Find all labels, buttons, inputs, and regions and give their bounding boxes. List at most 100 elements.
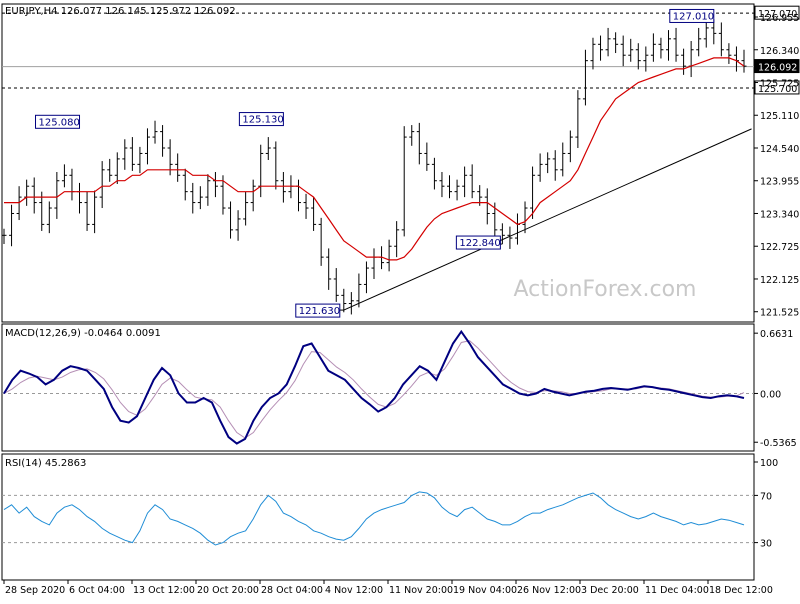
price-bar <box>582 49 588 106</box>
rsi-y-tick-label: 100 <box>760 458 778 469</box>
support-trendline <box>343 128 752 311</box>
price-bar <box>598 35 604 61</box>
price-bar <box>92 190 98 234</box>
price-bar <box>144 128 150 165</box>
x-tick-label: 3 Dec 20:00 <box>581 585 639 596</box>
price-bar <box>575 90 581 148</box>
price-bar <box>265 137 271 160</box>
macd-panel-frame <box>1 323 755 452</box>
price-bar <box>424 142 430 171</box>
price-bar <box>190 182 196 214</box>
rsi-panel-frame <box>1 453 755 581</box>
price-bar <box>447 175 453 199</box>
x-tick-label: 18 Dec 12:00 <box>709 585 773 596</box>
y-tick-label: 123.955 <box>760 177 799 188</box>
price-bar <box>235 210 241 241</box>
price-bar <box>205 174 211 206</box>
price-bar <box>394 221 400 258</box>
price-bar <box>386 239 392 272</box>
price-bar <box>530 166 536 219</box>
price-bar <box>499 223 505 245</box>
price-bar <box>280 172 286 203</box>
annotation-label: 121.630 <box>299 306 340 317</box>
price-bar <box>628 38 634 62</box>
level-label: 125.700 <box>758 84 797 95</box>
level-label: 127.070 <box>758 9 797 20</box>
moving-average-line <box>4 57 745 261</box>
price-bar <box>613 32 619 54</box>
price-annotations: 125.080 125.130 121.630 122.840 127.010 <box>35 8 715 318</box>
price-trendline <box>343 128 752 311</box>
price-bar <box>484 188 490 225</box>
annotation-label: 127.010 <box>673 11 714 22</box>
price-bar <box>84 191 90 231</box>
price-bar <box>341 288 347 313</box>
rsi-panel-title: RSI(14) 45.2863 <box>5 458 86 469</box>
price-bar <box>197 186 203 210</box>
price-bar <box>439 172 445 198</box>
price-bar <box>545 152 551 174</box>
price-bar <box>1 228 7 245</box>
price-bar <box>431 157 437 190</box>
price-bar <box>650 33 656 62</box>
price-bar <box>54 172 60 219</box>
x-tick-label: 20 Oct 20:00 <box>197 585 259 596</box>
y-tick-label: 124.540 <box>760 144 799 155</box>
price-bar <box>416 122 422 165</box>
price-bar <box>507 226 513 249</box>
annotation-label: 125.130 <box>242 115 283 126</box>
level-label-box <box>754 5 800 20</box>
price-bar <box>250 179 256 212</box>
price-bar <box>31 177 37 214</box>
level-label-box <box>754 80 800 95</box>
annotation-box <box>35 114 81 129</box>
annotation-box <box>455 235 501 250</box>
price-bar <box>665 30 671 61</box>
price-bar <box>409 125 415 146</box>
price-bar <box>522 201 528 234</box>
y-tick-label: 125.110 <box>760 111 799 122</box>
price-bar <box>635 43 641 70</box>
price-bar <box>114 152 120 185</box>
watermark: ActionForex.com <box>514 277 697 302</box>
price-bar <box>681 48 687 75</box>
x-tick-label: 4 Nov 12:00 <box>325 585 383 596</box>
price-bar <box>129 137 135 171</box>
price-bar <box>137 146 143 174</box>
price-bar <box>326 248 332 290</box>
price-bar <box>182 168 188 201</box>
price-bar <box>552 150 558 181</box>
price-bar <box>356 273 362 308</box>
price-bar <box>9 204 15 247</box>
y-tick-label: 121.525 <box>760 308 799 319</box>
price-panel-frame <box>1 3 755 323</box>
price-bar <box>228 201 234 239</box>
price-bar <box>469 164 475 199</box>
price-bar <box>363 261 369 294</box>
price-bar <box>175 153 181 182</box>
price-bar <box>333 268 339 302</box>
price-bar <box>560 142 566 177</box>
price-bar <box>99 161 105 209</box>
price-bar <box>61 164 67 188</box>
price-bar <box>401 126 407 237</box>
annotation-box <box>238 112 284 127</box>
x-tick-label: 11 Dec 04:00 <box>645 585 709 596</box>
x-tick-label: 19 Nov 04:00 <box>453 585 517 596</box>
y-tick-label: 126.955 <box>760 13 799 24</box>
price-bar <box>658 37 664 59</box>
macd-y-tick-label: 0.6631 <box>760 329 793 340</box>
price-bar <box>303 193 309 219</box>
y-tick-label: 126.340 <box>760 46 799 57</box>
price-bar <box>311 197 317 231</box>
annotation-label: 122.840 <box>459 238 500 249</box>
x-tick-label: 13 Oct 12:00 <box>133 585 195 596</box>
rsi-group: 100 70 30 <box>2 458 778 550</box>
price-bar <box>703 21 709 48</box>
macd-group: 0.6631 0.00 -0.5365 <box>2 329 797 449</box>
price-bar <box>726 43 732 64</box>
macd-panel-title: MACD(12,26,9) -0.0464 0.0091 <box>5 328 161 339</box>
y-tick-label: 125.725 <box>760 78 799 89</box>
